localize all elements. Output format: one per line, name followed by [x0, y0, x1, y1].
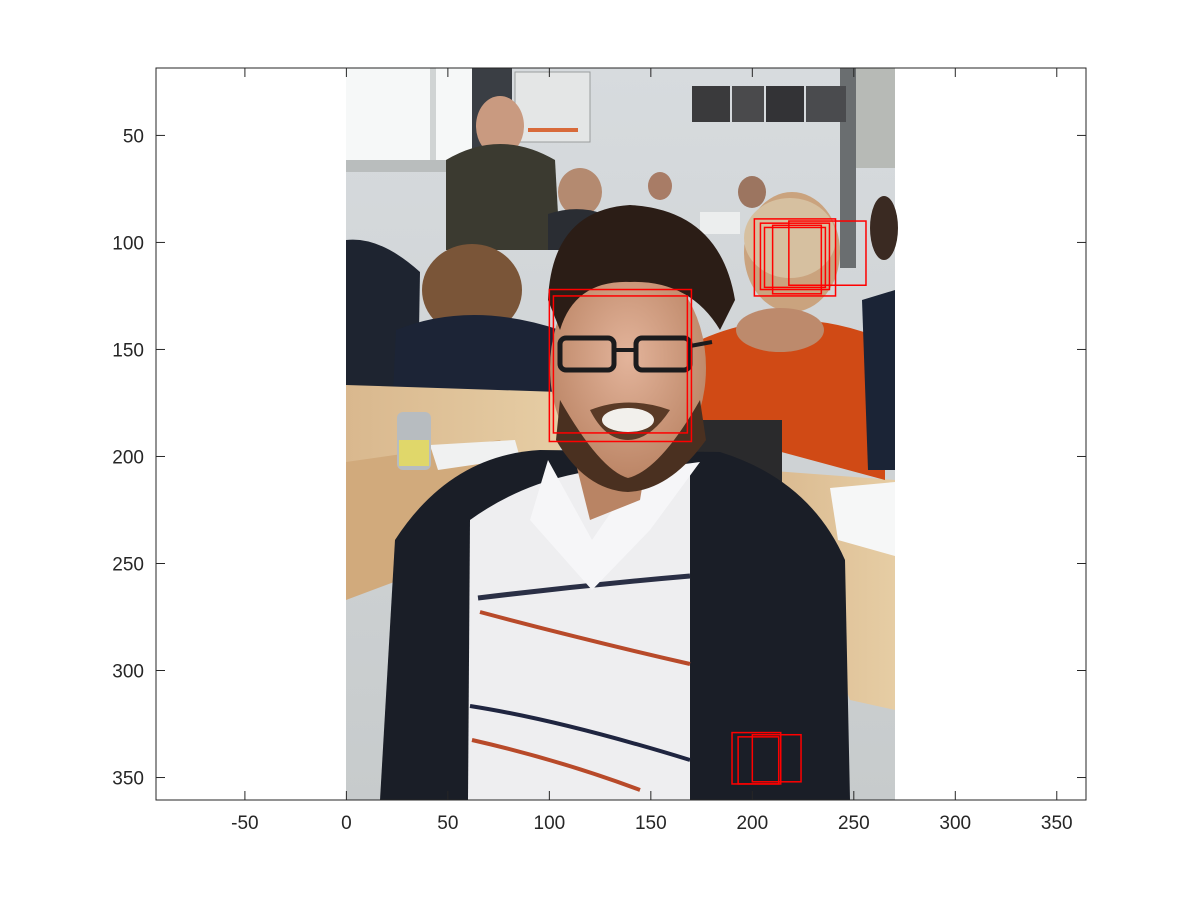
detection-box	[548, 288, 693, 443]
detection-box	[763, 226, 827, 289]
x-tick-label: 350	[1041, 813, 1073, 834]
axes-frame	[155, 67, 1087, 801]
detection-boxes	[548, 218, 867, 785]
detection-box	[753, 218, 837, 297]
y-tick-label: 150	[112, 340, 144, 361]
x-tick-label: -50	[231, 813, 258, 834]
x-tick-label: 300	[939, 813, 971, 834]
x-axis: -50 0 50 100 150 200 250 300 350	[231, 68, 1073, 834]
y-axis: 50 100 150 200 250 300 350	[112, 126, 1086, 790]
x-tick-label: 0	[341, 813, 352, 834]
detection-box	[751, 733, 802, 783]
x-tick-label: 50	[437, 813, 458, 834]
x-tick-label: 150	[635, 813, 667, 834]
x-tick-label: 250	[838, 813, 870, 834]
y-tick-label: 350	[112, 769, 144, 790]
y-tick-label: 50	[123, 126, 144, 147]
detection-box	[552, 295, 689, 434]
x-tick-label: 100	[534, 813, 566, 834]
y-tick-label: 200	[112, 447, 144, 468]
y-tick-label: 100	[112, 233, 144, 254]
detection-box	[759, 222, 831, 291]
detection-box	[771, 224, 823, 295]
y-tick-label: 250	[112, 554, 144, 575]
y-tick-label: 300	[112, 662, 144, 683]
x-tick-label: 200	[736, 813, 768, 834]
detection-box	[737, 736, 780, 785]
classroom-photo	[346, 68, 898, 800]
detection-box	[788, 220, 867, 286]
